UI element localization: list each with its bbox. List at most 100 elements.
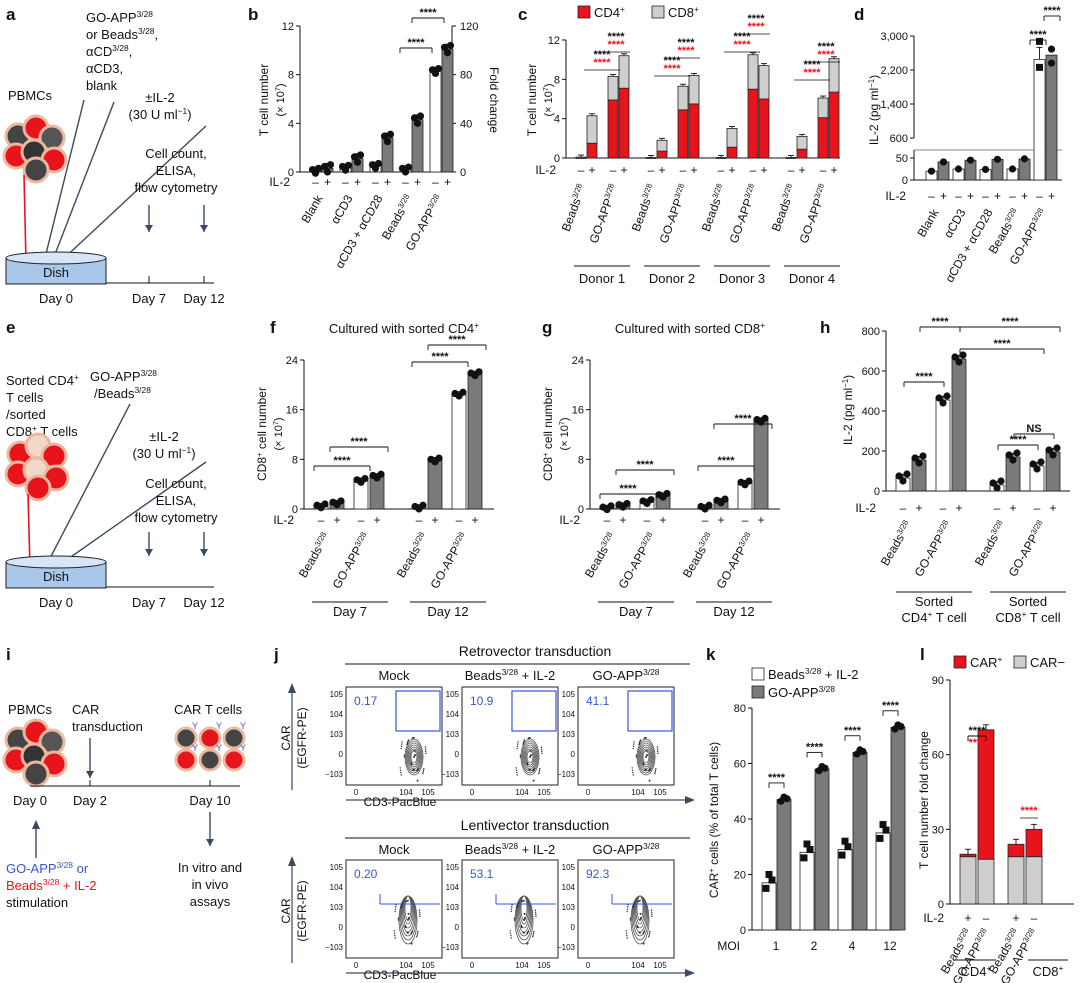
- event: [509, 930, 511, 932]
- readout-label: ELISA,: [156, 163, 196, 178]
- t: IL-2: [885, 189, 906, 203]
- event: [418, 909, 421, 911]
- t: Donor 1: [579, 271, 625, 286]
- axis-tick: 104: [562, 883, 576, 892]
- event: [407, 741, 409, 743]
- event: [410, 933, 412, 935]
- t: −103: [441, 770, 460, 779]
- axis-tick: 105: [446, 690, 460, 699]
- t: +: [1012, 911, 1019, 925]
- donor-label: Donor 4: [789, 271, 835, 286]
- t: or: [73, 861, 89, 876]
- t: 0: [354, 788, 359, 797]
- data-point: [882, 826, 890, 834]
- bar-cd8: [758, 65, 770, 100]
- axis-tick: 104: [515, 788, 529, 797]
- bar-beads: [837, 849, 853, 931]
- event: [631, 769, 634, 772]
- arrow: [59, 125, 207, 263]
- t: –: [994, 501, 1001, 515]
- legend-swatch: [953, 655, 967, 669]
- event: [401, 741, 403, 743]
- t: CD8: [995, 610, 1021, 625]
- t: +: [690, 163, 697, 177]
- t: 0: [339, 923, 344, 932]
- flow-ylabel: CAR: [279, 898, 293, 924]
- t: l: [920, 645, 925, 664]
- event: [633, 741, 635, 743]
- assay-label: In vitro and: [178, 860, 242, 875]
- il2-sign: –: [578, 163, 585, 177]
- data-point: [320, 162, 329, 171]
- dish-top: [5, 251, 107, 265]
- sig-label: ****: [607, 39, 625, 51]
- legend-swatch: [1013, 655, 1027, 669]
- t: 105: [653, 788, 667, 797]
- t: 103: [446, 903, 460, 912]
- t: Day 10: [189, 793, 230, 808]
- event: [627, 904, 629, 906]
- t: –: [342, 175, 349, 189]
- event: [511, 904, 513, 906]
- legend-swatch: [577, 5, 591, 19]
- day-label: Day 12: [427, 604, 468, 619]
- t: –: [718, 163, 725, 177]
- event: [645, 737, 647, 739]
- data-point: [897, 722, 905, 731]
- t: IL-2 (pg: [841, 400, 855, 445]
- event: [419, 913, 421, 916]
- il2-label: IL-2: [885, 189, 906, 203]
- bar-plus: [1045, 54, 1058, 181]
- axis-tick: 103: [446, 730, 460, 739]
- sup: 3/28: [710, 182, 724, 199]
- t: 104: [515, 788, 529, 797]
- category-label: GO-APP3/28: [402, 192, 445, 253]
- sig-label: ****: [717, 455, 735, 467]
- axis-tick: 0: [455, 923, 460, 932]
- event: [406, 743, 408, 746]
- red-arrow: [27, 493, 31, 569]
- t: +: [1009, 501, 1016, 515]
- t: 105: [562, 690, 576, 699]
- gate: [627, 690, 673, 732]
- bar-plus: [411, 119, 424, 173]
- axis-tick: 104: [631, 788, 645, 797]
- panel-letter: c: [518, 5, 527, 24]
- data-point: [1037, 458, 1045, 466]
- car-receptor: Y: [240, 721, 246, 731]
- t: ****: [915, 371, 933, 383]
- density-contour: [525, 748, 535, 766]
- t: 60: [932, 750, 944, 762]
- il2-sign: +: [690, 163, 697, 177]
- il2-sign: +: [333, 513, 340, 527]
- t: CD8: [6, 424, 32, 439]
- t: IL-2: [535, 163, 556, 177]
- event: [394, 910, 396, 913]
- event: [646, 754, 648, 757]
- event: [511, 906, 513, 908]
- t: –: [983, 911, 990, 925]
- t: –: [788, 163, 795, 177]
- event: [639, 739, 642, 741]
- y-tick-label: 4: [288, 118, 294, 130]
- t: +: [384, 175, 391, 189]
- density-contour: [405, 740, 423, 774]
- t: 90: [932, 675, 944, 687]
- t: CD8: [1033, 964, 1059, 979]
- bar-cd8: [688, 75, 700, 105]
- t: 4: [849, 939, 856, 953]
- il2-sign: –: [983, 911, 990, 925]
- event: [625, 932, 628, 935]
- t: + IL-2: [518, 842, 555, 857]
- t: 105: [330, 863, 344, 872]
- bar-cd4: [607, 99, 619, 159]
- data-point: [859, 747, 867, 756]
- event: [625, 930, 627, 932]
- axis-tick: 0: [354, 961, 359, 970]
- bar-cd4: [828, 91, 840, 159]
- sup: +: [620, 4, 625, 14]
- t: 600: [890, 133, 908, 145]
- event: [530, 750, 532, 752]
- axis-tick: 105: [330, 863, 344, 872]
